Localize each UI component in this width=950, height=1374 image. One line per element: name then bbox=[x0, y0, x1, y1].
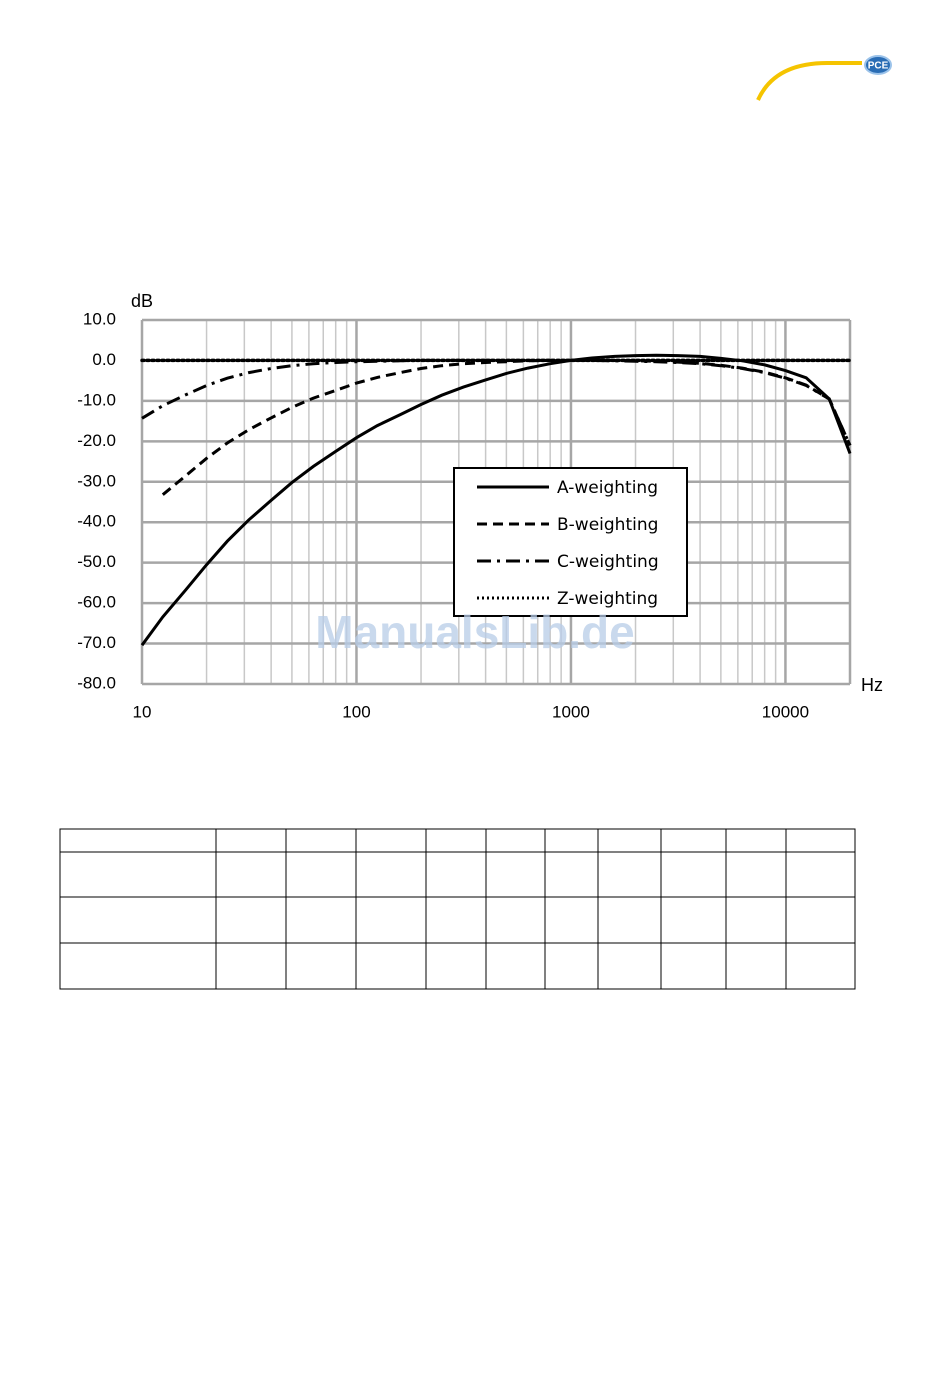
y-tick-label: -30.0 bbox=[77, 471, 116, 490]
logo-text: PCE bbox=[868, 61, 889, 72]
table-border bbox=[59, 828, 856, 990]
logo-badge bbox=[864, 55, 892, 75]
legend-label: Z-weighting bbox=[557, 589, 658, 609]
legend-label: B-weighting bbox=[557, 515, 658, 535]
series-line bbox=[141, 358, 852, 447]
legend-box bbox=[453, 467, 688, 617]
table bbox=[59, 828, 856, 990]
logo: PCE bbox=[756, 55, 892, 101]
legend-label: C-weighting bbox=[557, 552, 659, 572]
legend: A-weighting B-weighting C-weighting Z-weigh… bbox=[453, 467, 688, 617]
y-tick-label: -10.0 bbox=[77, 390, 116, 409]
chart: 10.0 0.0 -10.0 -20.0 -30.0 -40.0 -50.0 -60.0 -70… bbox=[77, 291, 883, 722]
x-axis-label: Hz bbox=[861, 675, 883, 695]
y-tick-label: -40.0 bbox=[77, 512, 116, 531]
logo-arc bbox=[756, 60, 862, 101]
y-tick-label: -60.0 bbox=[77, 593, 116, 612]
y-tick-label: -50.0 bbox=[77, 552, 116, 571]
y-tick-label: -80.0 bbox=[77, 673, 116, 692]
y-axis-label: dB bbox=[131, 291, 153, 311]
y-tick-label: 10.0 bbox=[83, 309, 116, 328]
y-tick-label: -20.0 bbox=[77, 431, 116, 450]
y-tick-label: -70.0 bbox=[77, 633, 116, 652]
watermark: ManualsLib.de bbox=[315, 606, 634, 658]
legend-label: A-weighting bbox=[557, 478, 658, 498]
x-tick-label: 10 bbox=[133, 702, 152, 721]
y-tick-label: 0.0 bbox=[92, 350, 116, 369]
x-tick-label: 1000 bbox=[552, 702, 590, 721]
x-tick-label: 100 bbox=[342, 702, 370, 721]
x-tick-label: 10000 bbox=[762, 702, 809, 721]
